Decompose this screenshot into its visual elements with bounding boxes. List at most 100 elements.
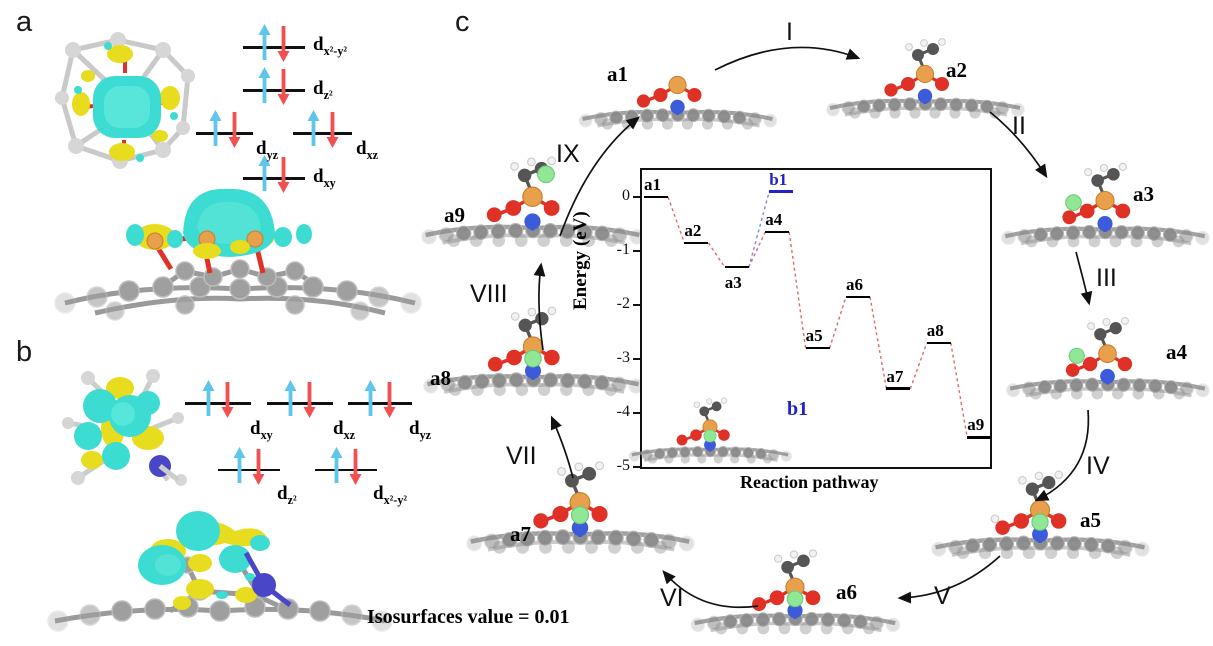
panel-a-label: a xyxy=(16,6,33,38)
y-axis-tick-label: 0 xyxy=(622,187,630,204)
isosurface-value-note: Isosurfaces value = 0.01 xyxy=(367,606,570,628)
state-label-b1-inset: b1 xyxy=(787,398,809,420)
spin-up-arrow xyxy=(258,24,271,62)
spin-down-arrow xyxy=(303,380,316,418)
step-label-V: V xyxy=(934,582,951,610)
spin-up-arrow xyxy=(233,447,246,485)
orbital-label-dz2: dz² xyxy=(313,78,333,102)
orbital-level-dz2-b xyxy=(218,447,280,485)
spin-up-arrow xyxy=(330,447,343,485)
orbital-level-dz2 xyxy=(243,67,305,105)
y-axis-tick-label: -1 xyxy=(616,241,630,258)
y-axis-tick xyxy=(633,250,640,252)
spin-up-arrow xyxy=(209,110,222,148)
spin-down-arrow xyxy=(326,110,339,148)
spin-down-arrow xyxy=(228,110,241,148)
molecule-a7 xyxy=(465,455,695,560)
y-axis-tick-label: -2 xyxy=(616,295,630,312)
energy-level-a5 xyxy=(805,346,830,350)
spin-up-arrow xyxy=(364,380,377,418)
energy-chart-connectors xyxy=(667,191,968,438)
energy-level-a4 xyxy=(765,230,790,234)
orbital-label-dx2y2: dx²-y² xyxy=(313,34,348,58)
orbital-label-dyz: dyz xyxy=(256,138,279,162)
energy-level-label-a7: a7 xyxy=(886,366,904,386)
spin-down-arrow xyxy=(349,447,362,485)
spin-up-arrow xyxy=(258,67,271,105)
y-axis-tick xyxy=(633,196,640,198)
energy-level-a9 xyxy=(967,436,992,439)
spin-down-arrow xyxy=(277,155,290,193)
y-axis-tick-label: -4 xyxy=(616,403,630,420)
spin-down-arrow xyxy=(277,24,290,62)
step-label-VIII: VIII xyxy=(470,280,508,308)
energy-level-a3 xyxy=(724,265,749,269)
molecule-b1-inset xyxy=(620,394,800,468)
state-label-a1: a1 xyxy=(607,62,628,86)
step-label-I: I xyxy=(786,18,793,46)
spin-down-arrow xyxy=(277,67,290,105)
orbital-level-dx2y2 xyxy=(243,24,305,62)
orbital-level-dxy-b xyxy=(185,380,251,418)
molecule-a5 xyxy=(930,465,1150,565)
state-label-a7: a7 xyxy=(510,522,531,546)
step-label-II: II xyxy=(1012,112,1026,140)
y-axis-tick xyxy=(633,466,640,468)
orbital-label-dxz: dxz xyxy=(356,138,379,162)
molecule-a8 xyxy=(418,302,648,402)
molecule-a1 xyxy=(570,45,785,135)
energy-level-a6 xyxy=(846,295,870,299)
x-axis-label: Reaction pathway xyxy=(740,472,879,492)
molecule-a2 xyxy=(825,32,1025,124)
orbital-level-dxz xyxy=(293,110,352,148)
orbital-label-dx2y2-b: dx²-y² xyxy=(373,483,408,507)
energy-level-a7 xyxy=(886,387,911,390)
energy-level-label-a8: a8 xyxy=(926,320,944,340)
energy-level-label-a2: a2 xyxy=(684,220,702,240)
state-label-a5: a5 xyxy=(1080,508,1101,532)
energy-level-label-a4: a4 xyxy=(765,210,783,230)
state-label-a3: a3 xyxy=(1133,182,1154,206)
spin-down-arrow xyxy=(221,380,234,418)
orbital-label-dz2-b: dz² xyxy=(277,483,297,507)
orbital-level-dyz-b xyxy=(348,380,412,418)
orbital-label-dxy: dxy xyxy=(313,166,336,190)
step-label-IV: IV xyxy=(1086,452,1110,480)
state-label-a6: a6 xyxy=(836,580,857,604)
orbital-label-dxz-b: dxz xyxy=(333,418,356,442)
energy-chart: b1 0 -1 -2 -3 -4 -5 a1 a2 a3 a4 a5 a6 a7 a8 a9 b1 xyxy=(617,168,992,474)
orbital-level-dx2y2-b xyxy=(315,447,377,485)
molecule-a4 xyxy=(1005,305,1210,405)
energy-level-a1 xyxy=(644,195,668,199)
state-label-a8: a8 xyxy=(430,366,451,390)
arrow-step-III xyxy=(1075,251,1093,306)
panel-c-label: c xyxy=(455,6,470,38)
y-axis-tick xyxy=(633,358,640,360)
y-axis-tick-label: -5 xyxy=(616,457,630,474)
y-axis-tick-label: -3 xyxy=(616,349,630,366)
orbital-level-dxz-b xyxy=(267,380,333,418)
y-axis-tick xyxy=(633,412,640,414)
energy-level-label-a5: a5 xyxy=(805,326,823,346)
step-label-IX: IX xyxy=(556,140,580,168)
panel-b-label: b xyxy=(16,336,33,368)
spin-up-arrow xyxy=(202,380,215,418)
panel-a-side-view-isosurface xyxy=(54,185,425,330)
state-label-a4: a4 xyxy=(1166,340,1187,364)
spin-up-arrow xyxy=(284,380,297,418)
spin-down-arrow xyxy=(383,380,396,418)
panel-b-top-view-isosurface xyxy=(58,368,193,493)
energy-level-label-a3: a3 xyxy=(724,273,742,293)
spin-up-arrow xyxy=(307,110,320,148)
step-label-VI: VI xyxy=(660,584,684,612)
panel-b-side-view-isosurface xyxy=(47,493,393,643)
energy-level-label-a1: a1 xyxy=(644,175,661,194)
energy-level-a2 xyxy=(684,241,709,245)
spin-down-arrow xyxy=(252,447,265,485)
step-label-VII: VII xyxy=(506,442,537,470)
energy-level-label-a9: a9 xyxy=(967,415,985,435)
energy-level-a8 xyxy=(926,341,951,345)
panel-a-top-view-isosurface xyxy=(48,28,203,173)
orbital-level-dyz xyxy=(196,110,253,148)
